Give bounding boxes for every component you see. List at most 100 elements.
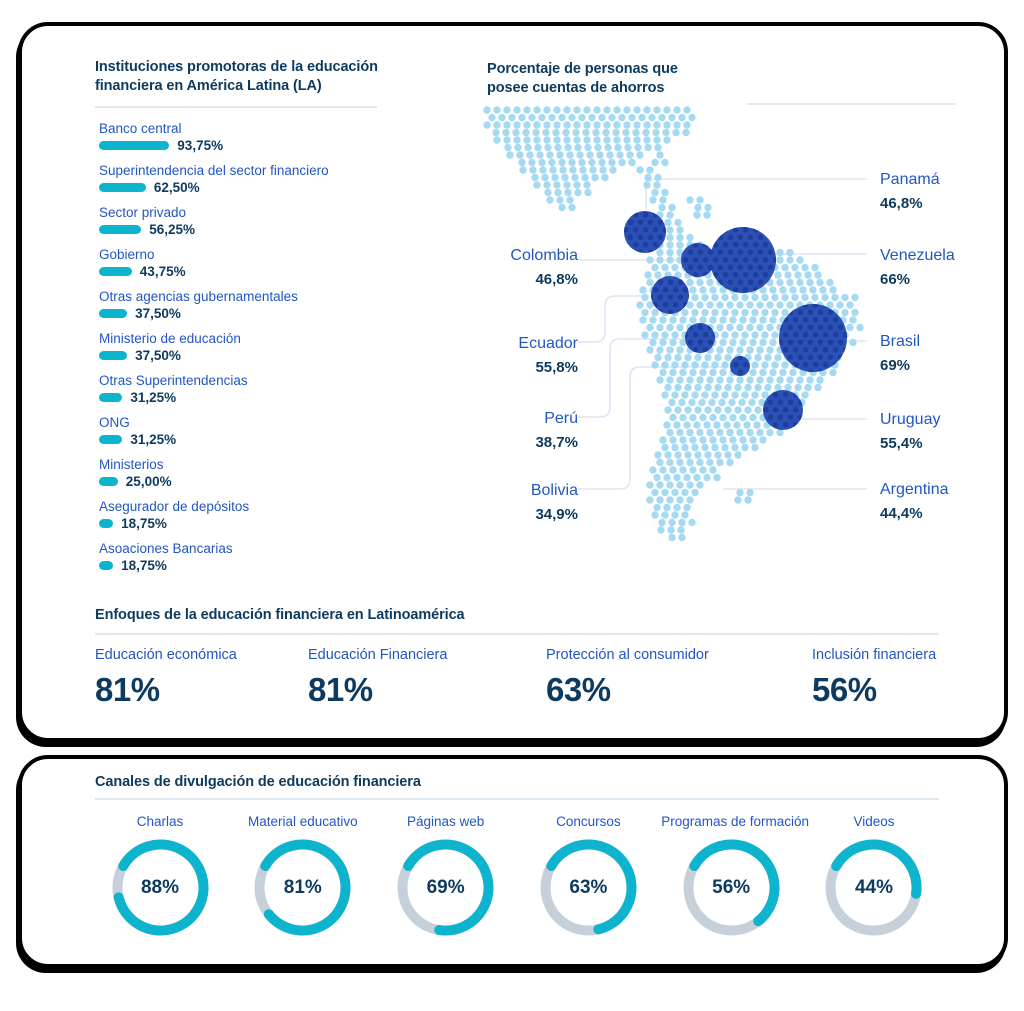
bar-pill xyxy=(99,225,142,234)
bar-pill xyxy=(99,519,114,528)
donut-ring: 81% xyxy=(254,839,351,936)
country-value: 55,4% xyxy=(880,435,923,452)
top-card: Instituciones promotoras de la educación… xyxy=(18,22,1008,742)
country-value: 46,8% xyxy=(880,195,923,212)
donut-chart: Material educativo 81% xyxy=(233,813,373,936)
bar-item: Asegurador de depósitos 18,75% xyxy=(99,498,429,531)
country-name: Brasil xyxy=(880,333,921,350)
enfoque-label: Protección al consumidor xyxy=(546,647,709,663)
map-title: Porcentaje de personas que posee cuentas… xyxy=(487,61,678,97)
donut-chart: Videos 44% xyxy=(804,813,944,936)
bar-row: 18,75% xyxy=(99,516,429,531)
map-country-label: Argentina 44,4% xyxy=(880,480,949,524)
bar-value: 93,75% xyxy=(177,138,224,153)
country-value: 66% xyxy=(880,271,911,288)
donut-value: 69% xyxy=(426,876,465,898)
bar-label: Banco central xyxy=(99,121,182,136)
enfoque-value: 63% xyxy=(546,671,611,708)
map-country-label: Uruguay 55,4% xyxy=(880,410,940,454)
connector-lines xyxy=(578,178,867,490)
donut-ring: 63% xyxy=(540,839,637,936)
donut-chart: Programas de formación 56% xyxy=(661,813,810,936)
donut-svg xyxy=(683,839,780,936)
bar-item: Ministerios 25,00% xyxy=(99,456,429,489)
bar-item: Otras agencias gubernamentales 37,50% xyxy=(99,288,429,321)
country-value: 55,8% xyxy=(535,359,578,376)
bar-pill xyxy=(99,477,118,486)
map-country-label: Perú 38,7% xyxy=(535,409,578,453)
enfoques-title: Enfoques de la educación financiera en L… xyxy=(95,607,465,623)
donut-svg xyxy=(397,839,494,936)
country-name: Uruguay xyxy=(880,411,941,428)
bar-pill xyxy=(99,393,123,402)
bottom-card: Canales de divulgación de educación fina… xyxy=(18,755,1008,968)
map-title-box: Porcentaje de personas que posee cuentas… xyxy=(487,60,712,98)
bar-row: 31,25% xyxy=(99,432,429,447)
bar-value: 56,25% xyxy=(149,222,195,237)
enfoque-value: 81% xyxy=(95,671,160,708)
bar-row: 56,25% xyxy=(99,222,429,237)
map-divider xyxy=(747,103,955,105)
bar-row: 31,25% xyxy=(99,390,429,405)
bar-label: Superintendencia del sector financiero xyxy=(99,163,329,178)
bar-row: 37,50% xyxy=(99,306,429,321)
donut-value: 56% xyxy=(712,876,751,898)
country-name: Perú xyxy=(544,410,578,427)
country-value: 34,9% xyxy=(535,506,578,523)
bar-pill xyxy=(99,183,146,192)
bar-value: 18,75% xyxy=(121,516,167,531)
bar-value: 43,75% xyxy=(139,264,186,279)
bar-value: 62,50% xyxy=(153,180,200,195)
map-country-label: Venezuela 66% xyxy=(880,246,955,290)
bar-item: ONG 31,25% xyxy=(99,414,429,447)
country-value: 44,4% xyxy=(880,505,923,522)
bar-row: 37,50% xyxy=(99,348,429,363)
map-country-label: Ecuador 55,8% xyxy=(518,334,578,378)
bar-pill xyxy=(99,435,123,444)
donut-label: Programas de formación xyxy=(661,814,810,829)
bar-row: 43,75% xyxy=(99,264,429,279)
country-name: Bolivia xyxy=(530,482,578,499)
bar-item: Sector privado 56,25% xyxy=(99,204,429,237)
bar-label: ONG xyxy=(99,415,130,430)
institutions-title: Instituciones promotoras de la educación… xyxy=(95,59,378,95)
donut-label: Charlas xyxy=(136,814,184,829)
bar-pill xyxy=(99,267,132,276)
bar-value: 37,50% xyxy=(135,306,181,321)
donut-chart: Charlas 88% xyxy=(90,813,230,936)
enfoques-divider xyxy=(95,633,939,635)
bar-label: Ministerio de educación xyxy=(99,331,241,346)
bar-pill xyxy=(99,351,128,360)
donut-value: 44% xyxy=(854,876,893,898)
bar-row: 93,75% xyxy=(99,138,429,153)
donut-ring: 44% xyxy=(825,839,922,936)
enfoque-value: 56% xyxy=(812,671,877,708)
donut-svg xyxy=(540,839,637,936)
donut-label: Material educativo xyxy=(248,814,358,829)
bar-pill xyxy=(99,309,128,318)
enfoque-stat: Inclusión financiera 56% xyxy=(812,647,936,709)
bar-value: 31,25% xyxy=(130,432,177,447)
bar-item: Banco central 93,75% xyxy=(99,120,429,153)
bar-item: Ministerio de educación 37,50% xyxy=(99,330,429,363)
donut-ring: 69% xyxy=(397,839,494,936)
enfoques-stats: Educación económica 81% Educación Financie… xyxy=(95,647,939,732)
bar-label: Otras Superintendencias xyxy=(99,373,248,388)
country-name: Venezuela xyxy=(880,247,955,264)
institutions-divider xyxy=(95,106,377,108)
donut-ring: 88% xyxy=(111,839,209,936)
bar-item: Asoaciones Bancarias 18,75% xyxy=(99,540,429,573)
donut-svg xyxy=(825,839,922,936)
donut-label: Páginas web xyxy=(406,814,485,829)
enfoque-stat: Educación económica 81% xyxy=(95,647,237,709)
bar-pill xyxy=(99,561,114,570)
country-name: Colombia xyxy=(510,247,578,264)
donut-ring: 56% xyxy=(683,839,780,936)
bar-value: 18,75% xyxy=(121,558,167,573)
bar-label: Asoaciones Bancarias xyxy=(99,541,233,556)
donut-chart: Páginas web 69% xyxy=(376,813,516,936)
institutions-bar-chart: Banco central 93,75% Superintendencia del … xyxy=(99,120,429,582)
map-country-label: Bolivia 34,9% xyxy=(531,481,578,525)
map-country-label: Panamá 46,8% xyxy=(880,170,940,214)
donut-value: 88% xyxy=(140,876,180,898)
